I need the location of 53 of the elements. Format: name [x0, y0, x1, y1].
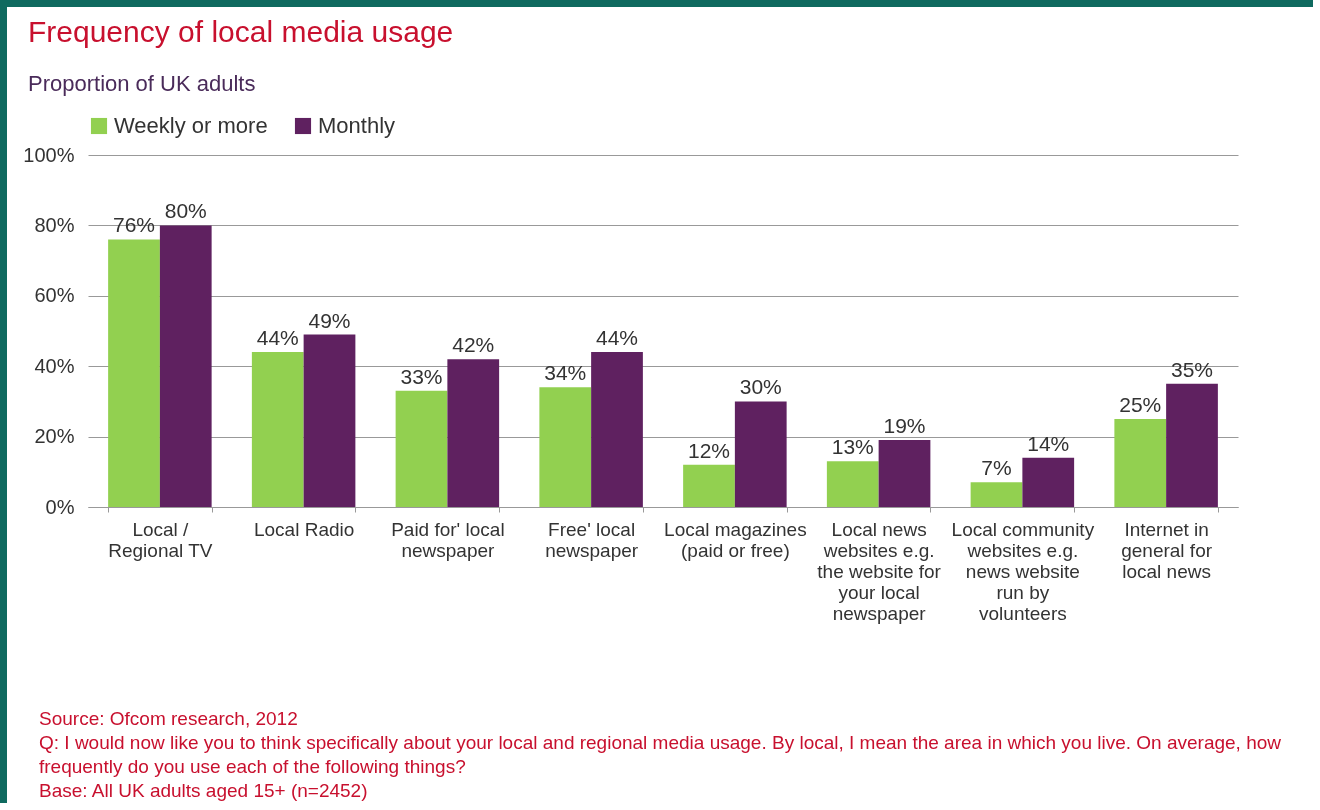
- bar: [734, 401, 787, 507]
- data-label: 80%: [164, 199, 207, 223]
- data-label: 33%: [400, 364, 443, 388]
- data-label: 25%: [1119, 393, 1162, 416]
- data-label: 19%: [883, 414, 926, 438]
- data-label: 30%: [739, 375, 782, 399]
- bar: [826, 461, 879, 507]
- bar: [108, 239, 160, 507]
- y-tick-label: 60%: [34, 284, 75, 307]
- x-tick-label: Local magazines (paid or free): [664, 518, 807, 561]
- bar: [1022, 457, 1075, 507]
- bar: [591, 352, 643, 507]
- text: Base: All UK adults aged 15+ (n=2452): [39, 779, 369, 803]
- x-tick-label: Local community websites e.g. news website run by volunteers: [951, 518, 1095, 624]
- legend-label: Monthly: [318, 113, 396, 138]
- bar: [303, 334, 356, 507]
- bar: [970, 482, 1023, 507]
- chart-title: Frequency of local media usage: [28, 15, 454, 48]
- data-label: 44%: [595, 326, 639, 350]
- legend-label: Weekly or more: [114, 113, 268, 138]
- y-tick-label: 20%: [34, 425, 75, 448]
- x-tick-label: Free' local newspaper: [545, 518, 639, 561]
- x-tick-label: Local news websites e.g. the website for your local newspaper: [817, 518, 942, 624]
- data-label: 76%: [112, 213, 156, 237]
- bar: [251, 352, 304, 507]
- bar: [159, 225, 212, 507]
- data-label: 7%: [981, 456, 1012, 480]
- y-tick-label: 40%: [34, 354, 75, 377]
- x-tick-label: Paid for' local newspaper: [391, 518, 505, 561]
- y-tick-label: 80%: [34, 213, 75, 236]
- bar: [878, 440, 931, 507]
- x-tick-label: Local / Regional TV: [108, 518, 213, 561]
- chart-subtitle: Proportion of UK adults: [28, 71, 256, 96]
- data-label: 14%: [1027, 431, 1070, 455]
- data-label: 35%: [1170, 357, 1214, 381]
- data-label: 34%: [544, 361, 587, 385]
- bar: [1114, 419, 1167, 507]
- y-tick-label: 0%: [45, 495, 75, 518]
- bar: [683, 464, 735, 507]
- bar: [447, 359, 500, 507]
- x-tick-label: Local Radio: [253, 518, 355, 540]
- source-note: Source: Ofcom research, 2012: [39, 707, 299, 731]
- x-tick-label: Internet in general for local news: [1121, 518, 1213, 582]
- bar: [395, 390, 448, 507]
- text: Q: I would now like you to think specifically about your local and regional media usage. By local, I mean the area in which you live. On average, how frequently do you use each of the following things?: [39, 731, 1282, 779]
- y-tick-label: 100%: [23, 143, 75, 166]
- bar: [539, 387, 592, 507]
- data-label: 12%: [687, 438, 731, 462]
- data-label: 42%: [452, 333, 495, 357]
- data-label: 44%: [256, 326, 299, 350]
- bar: [1166, 383, 1218, 507]
- data-label: 13%: [831, 435, 874, 459]
- data-label: 49%: [308, 308, 351, 332]
